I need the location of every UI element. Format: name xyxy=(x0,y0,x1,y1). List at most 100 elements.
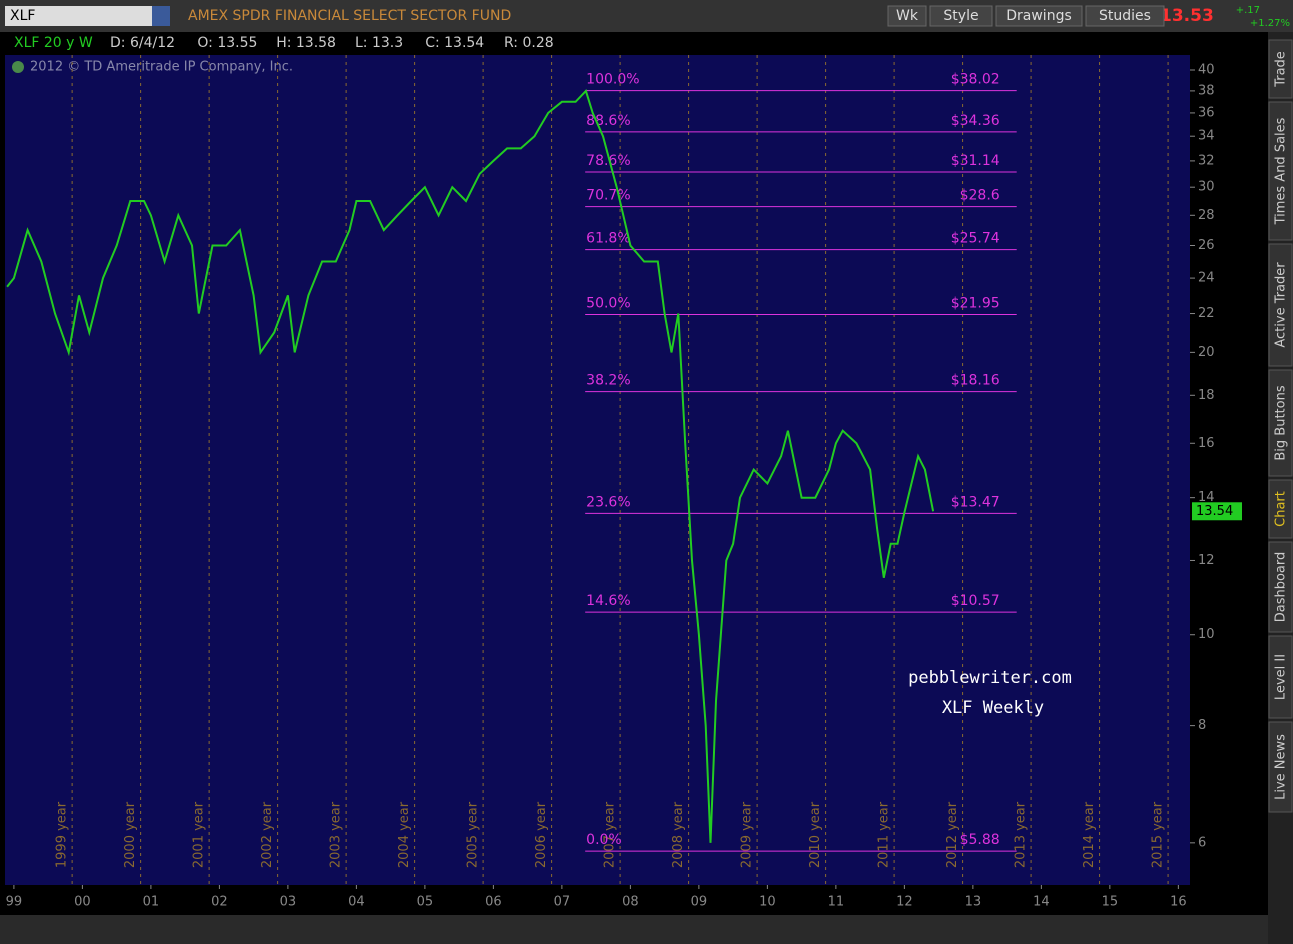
y-tick-label: 30 xyxy=(1198,180,1215,195)
side-tab[interactable] xyxy=(1268,479,1293,539)
year-label: 2004 year xyxy=(397,801,412,868)
copyright: 2012 © TD Ameritrade IP Company, Inc. xyxy=(30,60,293,75)
y-tick-label: 24 xyxy=(1198,271,1215,286)
x-tick-label: 14 xyxy=(1033,895,1050,910)
y-tick-label: 22 xyxy=(1198,306,1215,321)
year-label: 2011 year xyxy=(877,801,892,868)
fib-price: $28.6 xyxy=(960,188,1000,204)
fib-pct: 0.0% xyxy=(586,832,622,848)
y-tick-label: 12 xyxy=(1198,553,1215,568)
x-tick-label: 05 xyxy=(417,895,434,910)
tab-label: Live News xyxy=(1274,734,1289,800)
side-tab[interactable] xyxy=(1268,369,1293,477)
x-tick-label: 08 xyxy=(622,895,639,910)
y-tick-label: 20 xyxy=(1198,345,1215,360)
button-label: Studies xyxy=(1099,8,1151,24)
y-tick-label: 14 xyxy=(1198,490,1215,505)
side-tab[interactable] xyxy=(1268,243,1293,367)
button-label: Style xyxy=(943,8,978,24)
toolbar-button[interactable] xyxy=(887,5,927,27)
watermark: XLF Weekly xyxy=(942,698,1044,718)
fib-price: $10.57 xyxy=(951,593,1000,609)
year-label: 2014 year xyxy=(1082,801,1097,868)
x-tick-label: 10 xyxy=(759,895,776,910)
price-line xyxy=(6,88,935,843)
year-label: 2008 year xyxy=(671,801,686,868)
x-tick-label: 11 xyxy=(828,895,845,910)
year-label: 2012 year xyxy=(945,801,960,868)
last-price-box xyxy=(1192,502,1242,521)
year-label: 2001 year xyxy=(192,801,207,868)
fib-price: $31.14 xyxy=(951,153,1000,169)
info-field: O: 13.55 xyxy=(197,35,257,51)
fib-pct: 38.2% xyxy=(586,373,630,389)
y-tick-label: 26 xyxy=(1198,238,1215,253)
y-tick-label: 10 xyxy=(1198,627,1215,642)
info-field: R: 0.28 xyxy=(504,35,554,51)
fib-pct: 61.8% xyxy=(586,231,630,247)
x-tick-label: 02 xyxy=(211,895,228,910)
tab-label: Active Trader xyxy=(1274,262,1289,348)
x-tick-label: 04 xyxy=(348,895,365,910)
last-price: 13.53 xyxy=(1160,6,1214,26)
fib-price: $34.36 xyxy=(951,113,1000,129)
side-tab[interactable] xyxy=(1268,541,1293,633)
side-tab[interactable] xyxy=(1268,721,1293,813)
toolbar-button[interactable] xyxy=(1085,5,1165,27)
y-tick-label: 40 xyxy=(1198,62,1215,77)
icon xyxy=(12,61,24,73)
fib-price: $25.74 xyxy=(951,231,1000,247)
y-tick-label: 8 xyxy=(1198,718,1206,733)
symbol-box[interactable] xyxy=(5,6,155,26)
x-tick-label: 06 xyxy=(485,895,502,910)
button-label: Wk xyxy=(896,8,919,24)
tab-label: Level II xyxy=(1274,654,1289,700)
x-tick-label: 99 xyxy=(6,895,23,910)
year-label: 2009 year xyxy=(740,801,755,868)
x-tick-label: 16 xyxy=(1170,895,1187,910)
year-label: 2010 year xyxy=(808,801,823,868)
x-tick-label: 03 xyxy=(280,895,297,910)
button-label: Drawings xyxy=(1006,8,1072,24)
tab-label: Big Buttons xyxy=(1274,385,1289,460)
info-field: H: 13.58 xyxy=(276,35,336,51)
y-tick-label: 34 xyxy=(1198,129,1215,144)
x-tick-label: 00 xyxy=(74,895,91,910)
fib-price: $5.88 xyxy=(960,832,1000,848)
year-label: 2015 year xyxy=(1151,801,1166,868)
year-label: 2002 year xyxy=(260,801,275,868)
y-tick-label: 38 xyxy=(1198,83,1215,98)
fib-pct: 100.0% xyxy=(586,72,639,88)
side-tab[interactable] xyxy=(1268,39,1293,99)
x-tick-label: 01 xyxy=(143,895,160,910)
fib-price: $13.47 xyxy=(951,494,1000,510)
tab-label: Trade xyxy=(1274,51,1289,88)
fib-pct: 78.6% xyxy=(586,153,630,169)
y-tick-label: 28 xyxy=(1198,208,1215,223)
year-label: 2000 year xyxy=(123,801,138,868)
year-label: 2003 year xyxy=(329,801,344,868)
x-tick-label: 07 xyxy=(554,895,571,910)
scroll-bar[interactable] xyxy=(0,915,1268,944)
side-tab[interactable] xyxy=(1268,101,1293,241)
tab-label: Dashboard xyxy=(1274,552,1289,623)
change: +.17 xyxy=(1236,5,1260,16)
dropdown[interactable] xyxy=(152,6,170,26)
toolbar-button[interactable] xyxy=(929,5,993,27)
x-tick-label: 09 xyxy=(691,895,708,910)
toolbar-button[interactable] xyxy=(995,5,1083,27)
y-tick-label: 32 xyxy=(1198,153,1215,168)
fib-pct: 23.6% xyxy=(586,494,630,510)
tab-label: Times And Sales xyxy=(1274,117,1289,225)
tab-label: Chart xyxy=(1274,491,1289,527)
change-pct: +1.27% xyxy=(1250,18,1290,29)
plot-area xyxy=(5,55,1190,885)
side-tab[interactable] xyxy=(1268,635,1293,719)
last-price-label: 13.54 xyxy=(1196,504,1233,519)
fib-price: $38.02 xyxy=(951,72,1000,88)
y-tick-label: 16 xyxy=(1198,436,1215,451)
fib-price: $18.16 xyxy=(951,373,1000,389)
fib-pct: 14.6% xyxy=(586,593,630,609)
fib-pct: 70.7% xyxy=(586,188,630,204)
